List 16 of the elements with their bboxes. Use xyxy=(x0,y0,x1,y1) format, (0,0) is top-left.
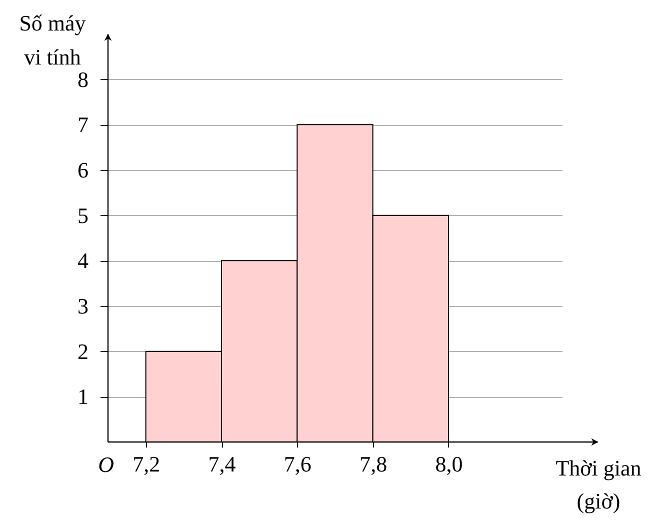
y-tick-label: 4 xyxy=(78,248,88,274)
y-tick-label: 1 xyxy=(78,384,88,410)
text: O xyxy=(98,452,114,477)
y-tick-label: 8 xyxy=(78,66,88,92)
x-tick-label: 7,8 xyxy=(360,452,388,476)
x-axis-title: Thời gian (giờ) xyxy=(556,456,642,514)
y-tick-label: 6 xyxy=(78,158,88,182)
x-tick-label: 7,2 xyxy=(132,452,160,476)
x-tick-label: 7,6 xyxy=(284,452,312,476)
y-axis-title: Số máy vi tính xyxy=(19,10,86,70)
y-tick-label: 5 xyxy=(78,202,88,228)
y-tick-label: 3 xyxy=(78,294,88,318)
y-tick-label: 7 xyxy=(78,112,88,138)
y-tick-label: 2 xyxy=(78,338,88,364)
x-tick-label: 7,4 xyxy=(208,452,236,476)
x-tick-label: 8,0 xyxy=(435,452,463,476)
